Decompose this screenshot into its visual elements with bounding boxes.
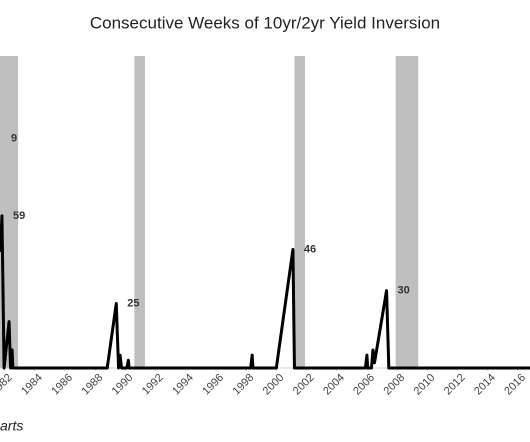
data-label: 59 xyxy=(13,210,25,222)
x-tick-label: 2004 xyxy=(321,372,347,398)
x-tick-label: 1982 xyxy=(0,372,15,398)
x-tick-label: 2008 xyxy=(382,372,408,398)
x-tick-label: 1996 xyxy=(200,372,226,398)
recession-band xyxy=(134,56,145,368)
x-tick-label: 1998 xyxy=(231,372,257,398)
x-tick-label: 1984 xyxy=(19,372,45,398)
x-tick-label: 2002 xyxy=(291,372,317,398)
data-label: 9 xyxy=(11,132,17,144)
x-tick-label: 2006 xyxy=(351,372,377,398)
data-label: 30 xyxy=(398,285,410,297)
x-tick-label: 1986 xyxy=(49,372,75,398)
x-tick-label: 1994 xyxy=(170,372,196,398)
x-tick-label: 2010 xyxy=(412,372,438,398)
chart-title: Consecutive Weeks of 10yr/2yr Yield Inve… xyxy=(90,13,440,32)
x-tick-label: 2012 xyxy=(442,372,468,398)
x-tick-label: 2014 xyxy=(472,372,498,398)
recession-band xyxy=(395,56,419,368)
recession-band xyxy=(0,56,19,368)
source: arts xyxy=(0,418,23,434)
x-tick-label: 2016 xyxy=(502,372,528,398)
data-label: 25 xyxy=(127,297,139,309)
data-label: 46 xyxy=(304,243,316,255)
x-tick-label: 1988 xyxy=(80,372,106,398)
x-tick-label: 2000 xyxy=(261,372,287,398)
recession-band xyxy=(294,56,306,368)
x-tick-label: 1992 xyxy=(140,372,166,398)
x-tick-label: 1990 xyxy=(110,372,136,398)
data-line xyxy=(0,214,530,370)
